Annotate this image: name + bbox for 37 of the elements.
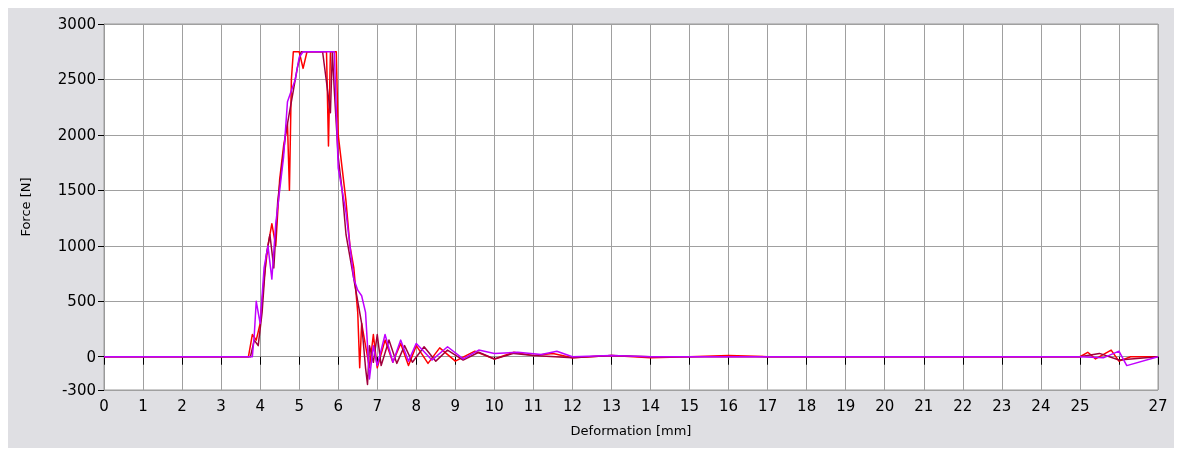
x-tick-label: 6 <box>333 396 343 415</box>
y-tick-label: 3000 <box>57 15 96 33</box>
y-tick-label: 0 <box>86 347 96 366</box>
x-tick-label: 5 <box>294 396 304 415</box>
x-tick-label: 11 <box>523 396 543 415</box>
x-tick-label: 17 <box>758 396 778 415</box>
x-tick-label: 10 <box>484 396 504 415</box>
x-tick-label: 15 <box>680 396 700 415</box>
y-tick-label: 1500 <box>57 181 96 200</box>
x-tick-label: 1 <box>138 396 148 415</box>
x-tick-label: 24 <box>1031 396 1051 415</box>
y-axis-title: Force [N] <box>18 177 33 237</box>
y-tick-label: 2000 <box>57 125 96 144</box>
x-tick-label: 7 <box>372 396 383 415</box>
y-tick-label: 1000 <box>57 236 96 255</box>
x-tick-label: 19 <box>836 396 856 415</box>
x-tick-label: 14 <box>640 396 661 415</box>
x-tick-label: 18 <box>797 396 817 415</box>
x-tick-label: 22 <box>953 396 973 415</box>
x-tick-label: 25 <box>1070 396 1090 415</box>
x-tick-label: 21 <box>914 396 934 415</box>
x-axis-title: Deformation [mm] <box>570 423 692 438</box>
y-tick-label: 2500 <box>57 70 96 89</box>
x-tick-label: 27 <box>1148 396 1168 415</box>
x-tick-label: 16 <box>719 396 739 415</box>
x-tick-label: 0 <box>99 396 109 415</box>
x-tick-label: 9 <box>450 396 461 415</box>
x-tick-label: 20 <box>875 396 895 415</box>
x-tick-label: 8 <box>411 396 422 415</box>
y-tick-label: -300 <box>61 381 96 399</box>
x-tick-label: 12 <box>562 396 582 415</box>
x-tick-label: 2 <box>177 396 187 415</box>
x-tick-label: 23 <box>992 396 1012 415</box>
x-tick-label: 4 <box>255 396 265 415</box>
y-tick-label: 500 <box>67 292 96 311</box>
x-tick-label: 3 <box>216 396 226 415</box>
x-tick-label: 13 <box>601 396 622 415</box>
